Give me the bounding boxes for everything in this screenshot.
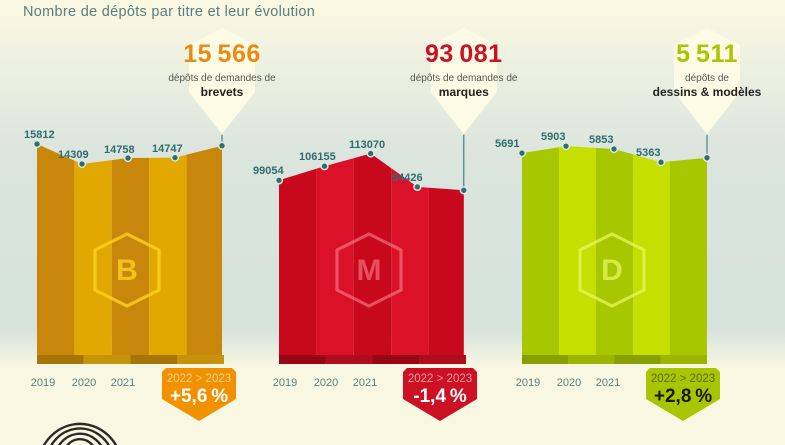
svg-text:D: D — [601, 254, 623, 287]
svg-text:B: B — [116, 254, 138, 287]
svg-text:M: M — [357, 254, 382, 287]
